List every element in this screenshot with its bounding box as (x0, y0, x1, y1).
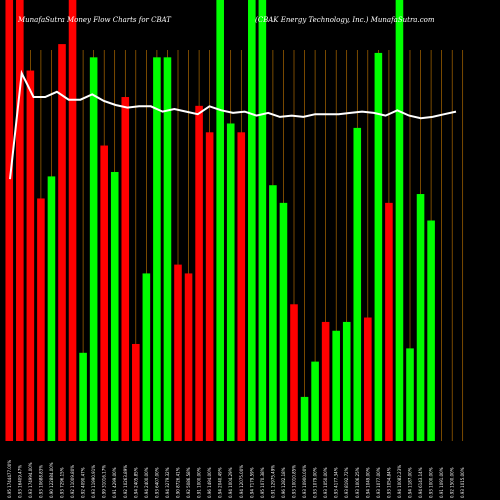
x-tick-label: 0.93 1000.00% (429, 467, 434, 498)
bar (279, 202, 288, 441)
grid-lines (8, 50, 464, 441)
x-tick-label: 0.93 8192.72% (344, 467, 349, 498)
x-tick-label: 0.92 5086.58% (186, 467, 191, 498)
x-tick-label: 0.90 122884.00% (49, 462, 54, 498)
bar (16, 0, 24, 441)
x-tick-label: 0.92 11009.80% (70, 465, 75, 498)
bar (153, 57, 161, 442)
x-tick-label: 0.95 1070.38% (260, 467, 265, 498)
x-tick-label: 0.93 1006.25% (355, 467, 360, 498)
bar (385, 202, 393, 441)
x-tick-label: 0.92 1500.00% (450, 467, 455, 498)
bar (269, 185, 277, 441)
bar (142, 273, 151, 441)
bar (205, 132, 214, 442)
x-tick-label: 0.96 1282.18% (281, 467, 286, 498)
x-tick-label: 0.94 1004.29% (228, 467, 233, 498)
x-tick-label: 0.94 10082.23% (397, 465, 402, 498)
bar (290, 304, 298, 441)
bar (132, 343, 140, 441)
x-tick-labels: 0.95 1744477.00% 0.93 16409.47% 0.93 17499… (7, 460, 465, 498)
x-tick-label: 0.95 1744477.00% (7, 460, 12, 498)
money-flow-line (9, 69, 457, 180)
bars (5, 0, 435, 442)
x-tick-label: 0.94 1187.00% (408, 467, 413, 498)
bar (121, 97, 130, 442)
x-tick-label: 0.94 7179.59% (249, 467, 254, 498)
bar (332, 330, 340, 441)
bar (258, 0, 267, 441)
bar (58, 44, 66, 441)
x-tick-label: 0.94 2400.00% (144, 467, 149, 498)
chart-title-right: (CBAK Energy Technology, Inc.) MunafaSut… (255, 16, 435, 24)
x-tick-label: 0.93 1077.00% (376, 467, 381, 498)
bar (342, 321, 351, 441)
x-tick-label: 0.91 4299.00% (112, 467, 117, 498)
x-tick-label: 0.92 4090.47% (81, 467, 86, 498)
x-tick-label: 0.94 6143.14% (418, 467, 423, 498)
x-tick-label: 0.91 1091.00% (439, 467, 444, 498)
x-tick-label: 0.91 12975.49% (270, 465, 275, 498)
x-tick-label: 0.90 8726.41% (176, 467, 181, 498)
x-tick-label: 0.93 10010.85% (292, 465, 297, 498)
x-tick-label: 0.94 1049.00% (365, 467, 370, 498)
x-tick-label: 0.93 7296.15% (60, 467, 65, 498)
bar (68, 0, 77, 441)
bar (100, 145, 108, 441)
bar (353, 127, 362, 441)
chart-title-left: MunafaSutra Money Flow Charts for CBAT (17, 16, 172, 24)
x-tick-label: 0.93 4177.34% (334, 467, 339, 498)
x-tick-label: 0.99 31016.17% (102, 465, 107, 498)
x-tick-label: 0.96 1494.00% (207, 467, 212, 498)
x-tick-label: 0.94 12075.00% (239, 465, 244, 498)
x-tick-label: 0.91 1000.00% (197, 467, 202, 498)
x-tick-label: 0.93 6407.00% (154, 467, 159, 498)
bar (79, 352, 87, 441)
bar (110, 171, 119, 442)
bar (37, 198, 45, 441)
x-tick-label: 0.93 16409.47% (17, 465, 22, 498)
bar (374, 52, 383, 442)
bar (248, 0, 256, 441)
bar (300, 396, 309, 441)
bar (364, 317, 372, 441)
x-tick-label: 0.93 1015.00% (460, 467, 465, 498)
x-tick-label: 0.94 3279.32% (165, 467, 170, 498)
bar (184, 273, 193, 441)
x-tick-label: 0.93 10900.00% (302, 465, 307, 498)
bar (5, 0, 14, 441)
bar (195, 105, 203, 441)
bar (427, 220, 435, 441)
bar (26, 70, 35, 441)
bar (237, 132, 246, 442)
bar (163, 57, 172, 442)
x-tick-label: 0.93 10688.83% (38, 465, 43, 498)
bar (406, 348, 414, 441)
bar (321, 321, 330, 441)
x-tick-label: 0.93 1050.00% (323, 467, 328, 498)
bar (89, 57, 98, 442)
x-tick-label: 0.92 10263.89% (123, 465, 128, 498)
x-tick-label: 0.93 1079.00% (313, 467, 318, 498)
bar (311, 361, 319, 441)
x-tick-label: 0.93 174994.00% (28, 462, 33, 498)
bar (47, 176, 56, 441)
bar (226, 123, 235, 441)
bar (174, 264, 182, 441)
x-tick-label: 0.94 2040.49% (218, 467, 223, 498)
x-tick-label: 0.94 2405.85% (133, 467, 138, 498)
x-tick-label: 0.93 1054.84% (386, 467, 391, 498)
bar (216, 0, 224, 441)
x-tick-label: 0.93 11990.91% (91, 465, 96, 498)
bar (395, 0, 404, 441)
bar (416, 194, 425, 441)
money-flow-line-group (9, 69, 457, 180)
